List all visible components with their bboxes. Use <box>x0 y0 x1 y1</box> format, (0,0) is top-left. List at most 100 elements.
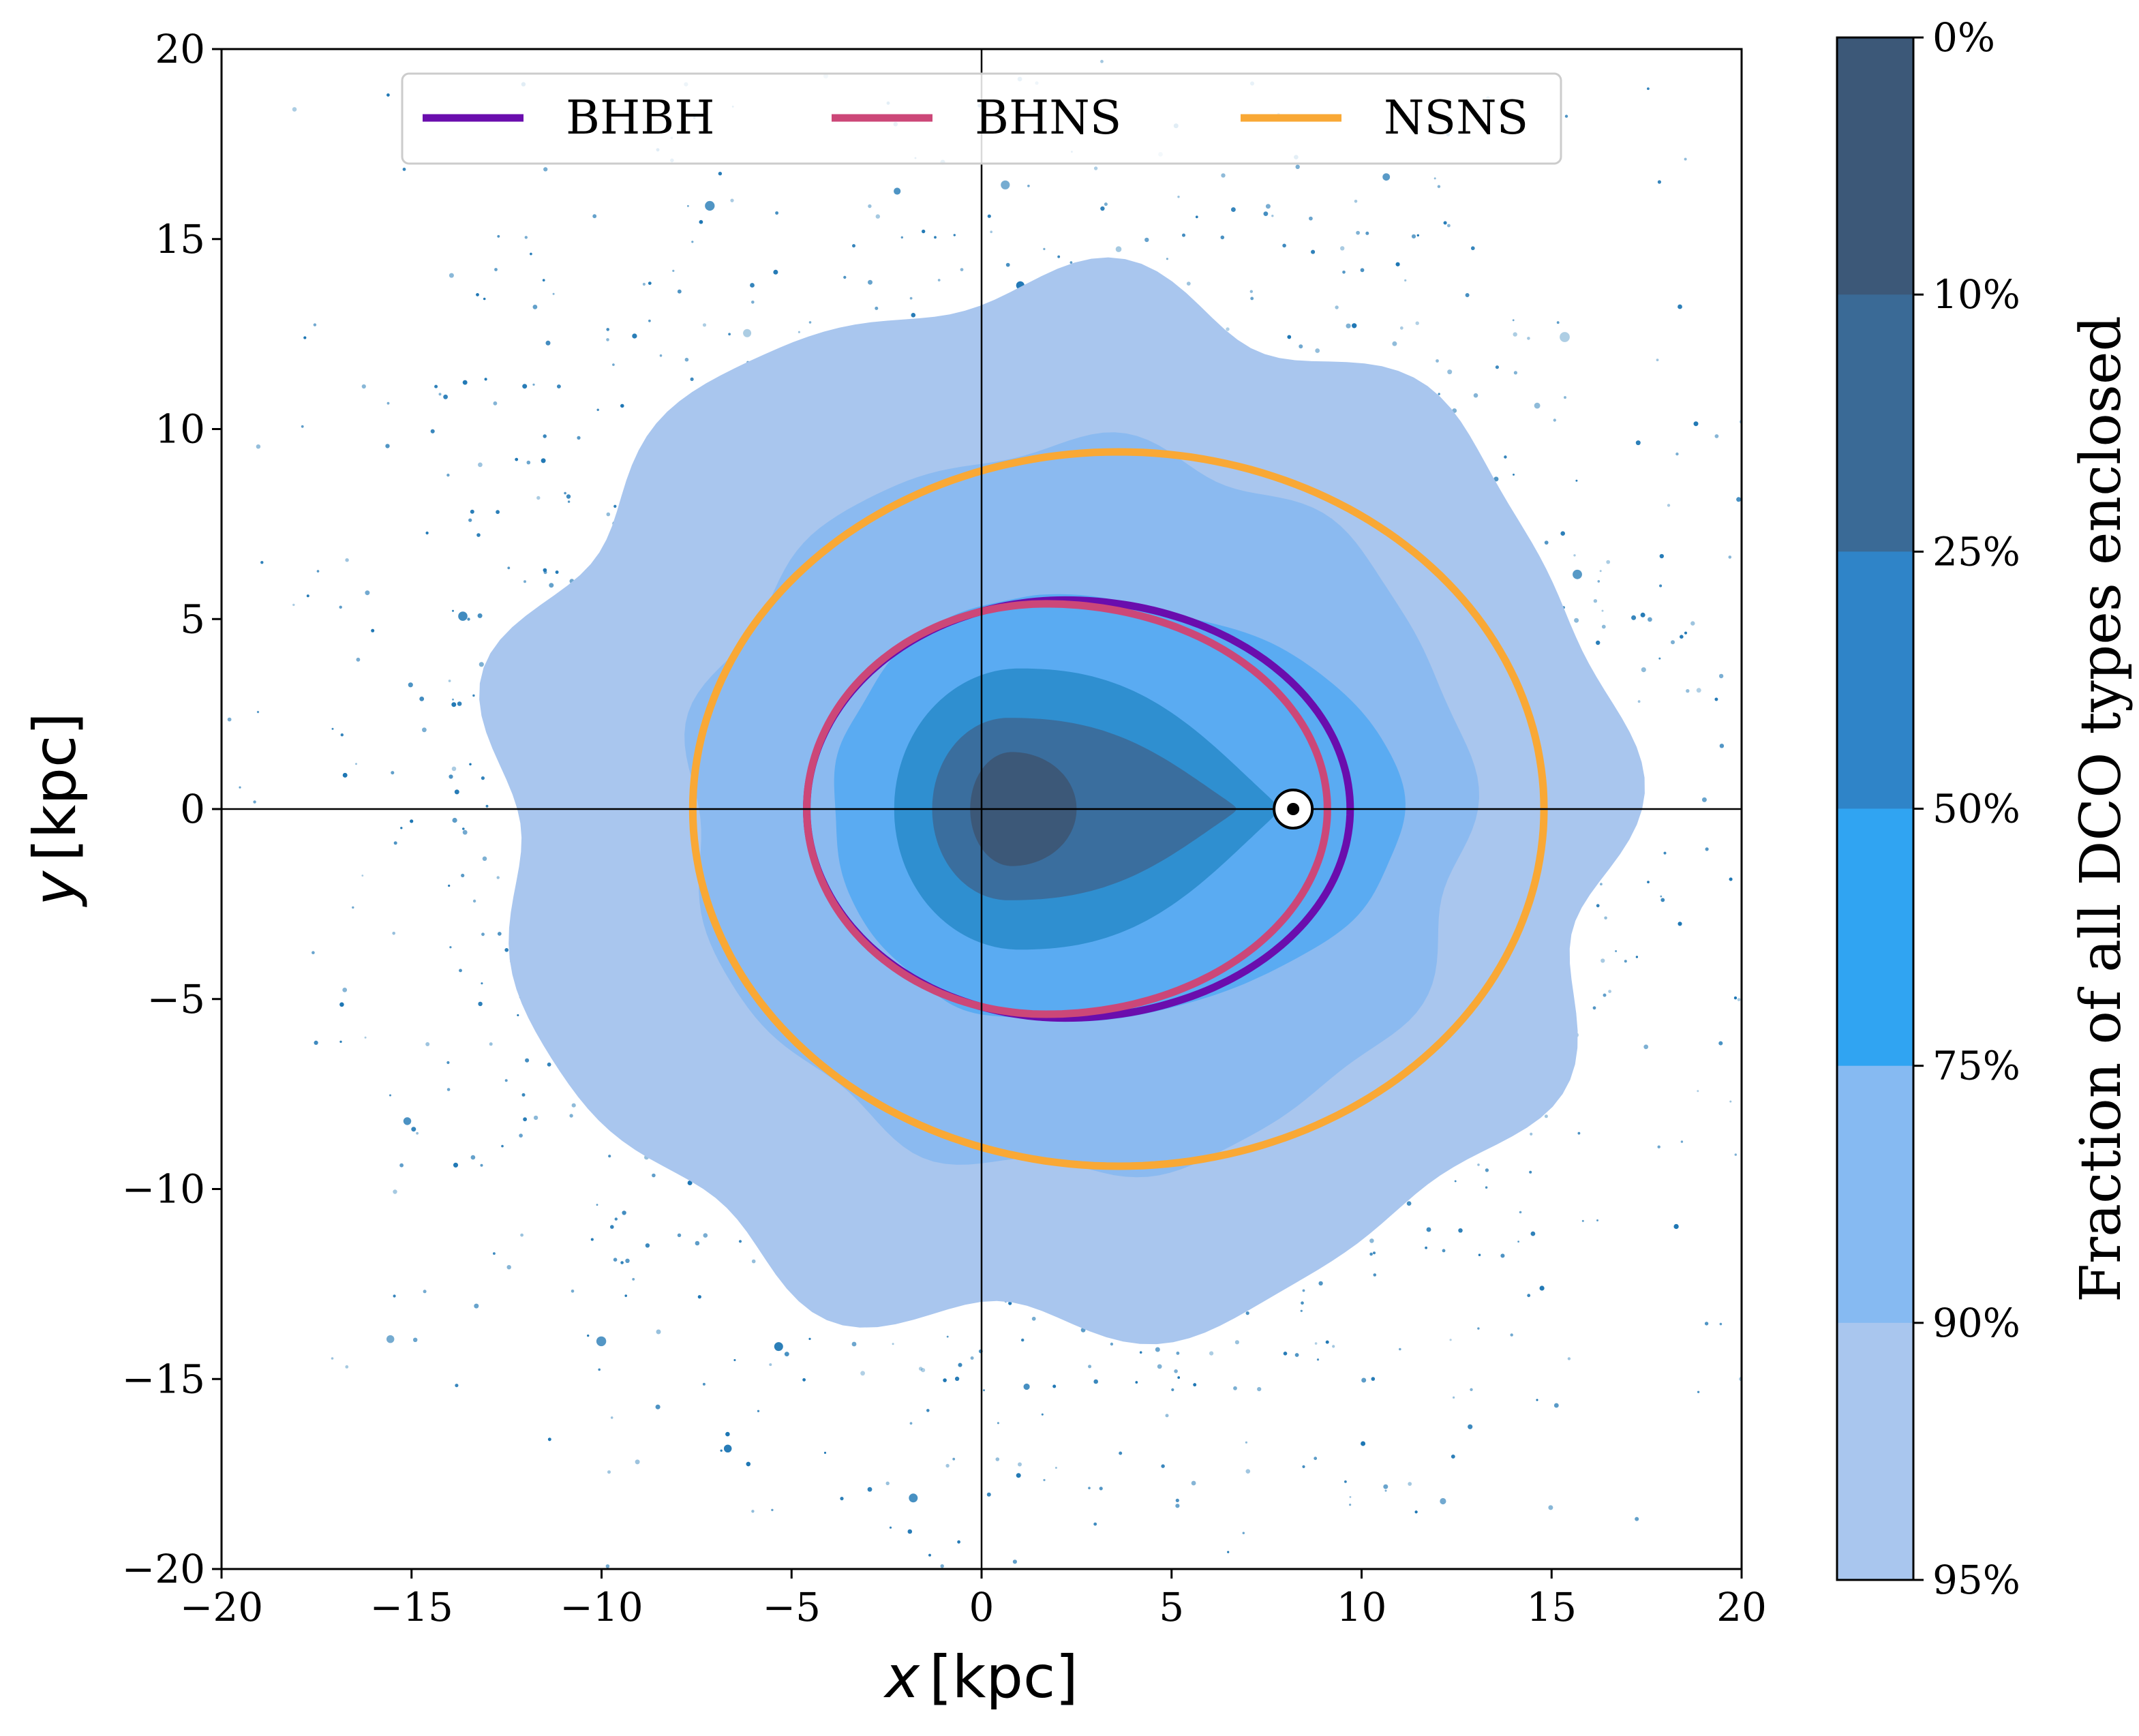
colorbar-label: Fraction of all DCO types enclosed <box>2069 316 2134 1303</box>
scatter-point <box>1300 1309 1303 1312</box>
scatter-point <box>1057 255 1061 258</box>
scatter-point <box>408 682 413 688</box>
scatter-point <box>955 1376 960 1381</box>
colorbar-band-0 <box>1837 37 1913 295</box>
scatter-point <box>875 306 879 310</box>
scatter-point <box>542 279 545 281</box>
scatter-point <box>1195 215 1198 219</box>
scatter-point <box>1155 1347 1160 1352</box>
scatter-point <box>416 1131 419 1135</box>
colorbar-tick-label: 90% <box>1932 1300 2020 1346</box>
scatter-point <box>301 425 304 428</box>
scatter-point <box>774 1342 783 1352</box>
scatter-point <box>569 1114 573 1118</box>
scatter-point <box>656 1329 661 1335</box>
scatter-point <box>481 932 485 936</box>
scatter-point <box>410 819 414 823</box>
scatter-point <box>909 1493 918 1503</box>
scatter-point <box>1174 1369 1178 1373</box>
scatter-point <box>632 1278 635 1281</box>
scatter-point <box>1567 1357 1571 1360</box>
scatter-point <box>620 1261 624 1264</box>
legend-label-nsns: NSNS <box>1384 91 1528 145</box>
scatter-point <box>1714 697 1718 701</box>
scatter-point <box>1573 569 1582 579</box>
scatter-point <box>312 951 315 954</box>
scatter-point <box>1577 1131 1581 1135</box>
scatter-point <box>1425 1246 1428 1249</box>
scatter-point <box>1110 1342 1114 1346</box>
scatter-point <box>1070 261 1073 264</box>
scatter-point <box>1182 233 1185 237</box>
scatter-point <box>1686 689 1690 693</box>
scatter-point <box>1012 1559 1017 1564</box>
scatter-point <box>900 236 904 239</box>
scatter-point <box>497 932 502 936</box>
scatter-point <box>533 1115 538 1121</box>
scatter-point <box>1718 673 1724 679</box>
scatter-point <box>1346 323 1351 329</box>
scatter-point <box>1718 673 1724 679</box>
scatter-point <box>1166 258 1168 260</box>
scatter-point <box>425 531 429 535</box>
scatter-point <box>1458 1228 1463 1233</box>
scatter-point <box>303 336 307 339</box>
scatter-point <box>1697 1090 1699 1093</box>
scatter-point <box>472 899 476 903</box>
scatter-point <box>1478 1253 1481 1256</box>
scatter-point <box>449 946 452 949</box>
scatter-point <box>1485 1186 1488 1189</box>
scatter-point <box>1088 1487 1091 1489</box>
scatter-point <box>695 1240 700 1246</box>
scatter-point <box>596 1204 598 1206</box>
scatter-point <box>1416 234 1419 237</box>
scatter-point <box>590 1238 594 1241</box>
scatter-point <box>596 408 599 411</box>
scatter-point <box>677 1233 682 1238</box>
sun-marker-dot <box>1287 803 1300 815</box>
scatter-point <box>1139 1351 1142 1354</box>
scatter-point <box>1302 1289 1305 1292</box>
scatter-point <box>843 275 847 279</box>
scatter-point <box>808 1337 811 1340</box>
scatter-point <box>413 1337 418 1343</box>
scatter-point <box>1041 1413 1044 1416</box>
scatter-point <box>1556 321 1560 324</box>
scatter-point <box>474 1303 479 1309</box>
scatter-point <box>746 1461 751 1467</box>
scatter-point <box>1690 621 1695 626</box>
scatter-point <box>606 338 609 341</box>
scatter-point <box>1697 1390 1700 1394</box>
scatter-point <box>620 403 624 408</box>
scatter-point <box>430 429 435 433</box>
scatter-point <box>1656 359 1659 361</box>
scatter-point <box>1176 1352 1180 1355</box>
scatter-point <box>1283 1352 1288 1356</box>
scatter-point <box>402 168 406 171</box>
x-tick-label: 20 <box>1716 1584 1767 1630</box>
scatter-point <box>386 1335 395 1343</box>
scatter-point <box>446 1061 450 1065</box>
scatter-point <box>494 268 498 271</box>
scatter-point <box>1282 243 1286 248</box>
scatter-point <box>313 323 317 326</box>
scatter-point <box>462 829 468 835</box>
y-tick-label: −5 <box>147 976 206 1022</box>
y-axis-label: y [kpc] <box>21 712 89 908</box>
scatter-point <box>253 800 256 804</box>
scatter-point <box>702 1382 706 1386</box>
scatter-point <box>945 1463 950 1468</box>
scatter-point <box>728 333 731 336</box>
scatter-point <box>1144 237 1149 243</box>
scatter-point <box>478 462 483 468</box>
scatter-point <box>549 583 554 588</box>
scatter-point <box>1599 570 1602 573</box>
scatter-point <box>750 283 755 288</box>
scatter-point <box>545 340 551 346</box>
legend-box <box>401 72 1562 165</box>
scatter-point <box>1637 700 1641 703</box>
scatter-point <box>1553 1403 1559 1408</box>
scatter-point <box>399 1163 404 1168</box>
scatter-point <box>504 948 509 952</box>
scatter-point <box>1493 476 1499 482</box>
